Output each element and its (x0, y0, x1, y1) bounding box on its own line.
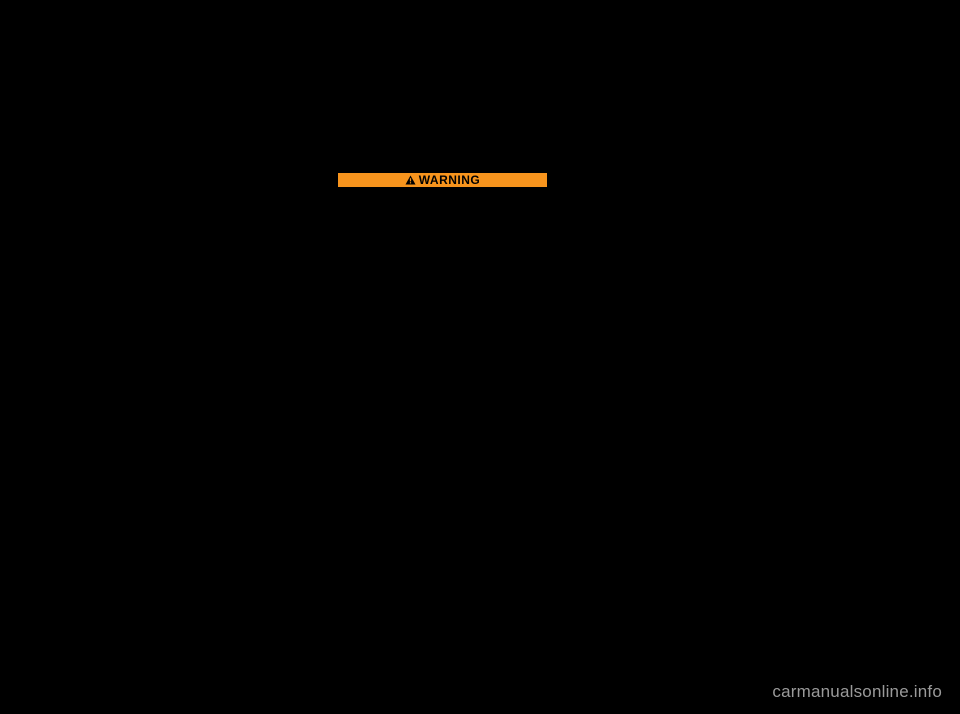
warning-triangle-icon (405, 175, 416, 185)
watermark-text: carmanualsonline.info (772, 682, 942, 702)
warning-label: WARNING (419, 174, 481, 186)
warning-badge: WARNING (337, 172, 548, 188)
